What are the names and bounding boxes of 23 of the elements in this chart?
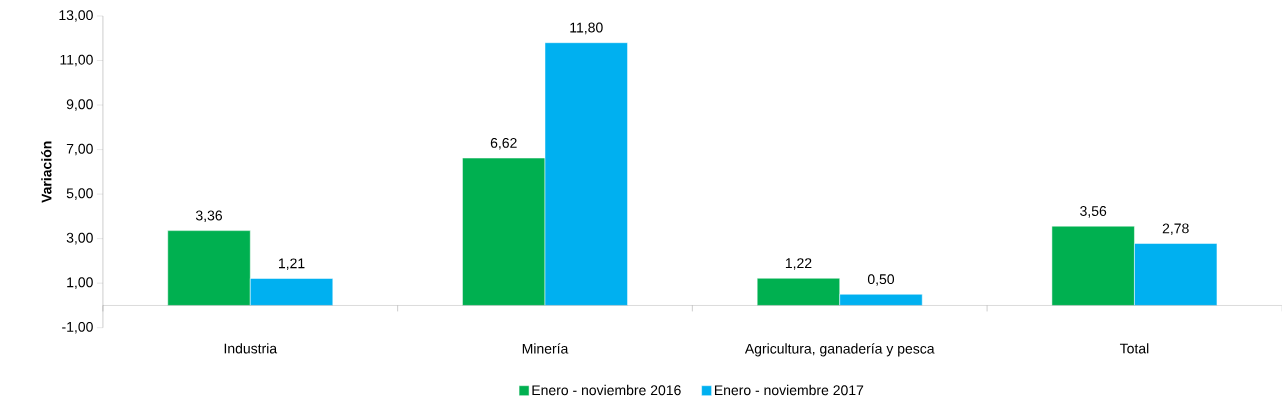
x-tick-label: Minería (522, 343, 569, 354)
y-tick-label: 3,00 (66, 233, 93, 245)
data-label: 11,80 (570, 22, 603, 35)
data-label: 3,56 (1080, 206, 1107, 218)
data-label: 1,22 (785, 258, 812, 270)
y-tick-label: -1,00 (62, 322, 93, 334)
y-tick-label: 11,00 (60, 54, 93, 67)
data-label: 0,50 (867, 274, 895, 286)
y-tick-label: 9,00 (66, 99, 93, 111)
y-tick-label: 7,00 (66, 143, 93, 156)
data-label: 2,78 (1162, 223, 1189, 236)
y-tick-label: 1,00 (67, 277, 93, 290)
data-label: 6,62 (490, 138, 517, 150)
x-tick-label: Industria (224, 343, 278, 354)
legend-label: Enero - noviembre 2016 (532, 385, 681, 396)
legend-label: Enero - noviembre 2017 (714, 385, 864, 396)
data-label: 3,36 (195, 210, 223, 223)
y-tick-label: 13,00 (59, 10, 93, 22)
y-tick-label: 5,00 (66, 188, 93, 201)
x-tick-label: Agricultura, ganadería y pesca (744, 343, 935, 357)
data-label: 1,21 (278, 258, 305, 271)
x-tick-label: Total (1119, 343, 1149, 354)
y-axis-title: Variación (41, 141, 52, 204)
